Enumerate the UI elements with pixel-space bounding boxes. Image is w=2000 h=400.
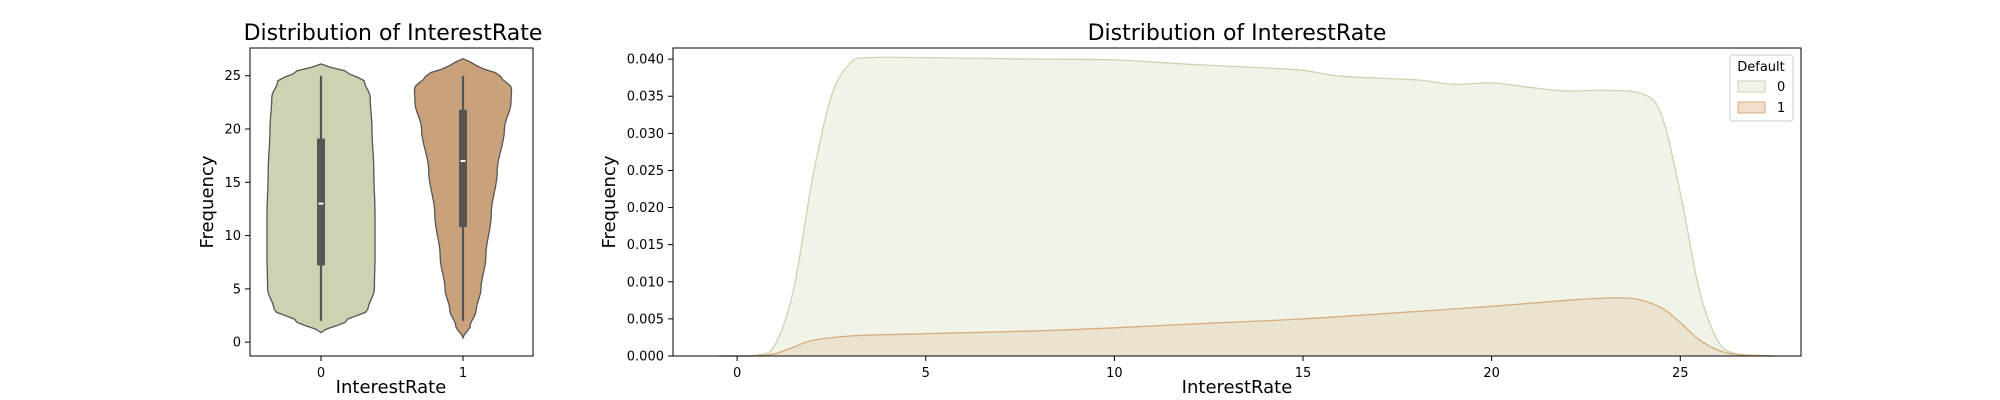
kde-title: Distribution of InterestRate [1088, 21, 1387, 46]
violin-axes-frame [249, 47, 534, 357]
kde-axes-frame [672, 47, 1802, 357]
kde-x-tick-label: 10 [1106, 366, 1123, 381]
violin-panel: Distribution of InterestRate 0510152025 … [197, 21, 542, 398]
violin-plot-area [266, 57, 513, 340]
kde-x-label: InterestRate [1182, 377, 1293, 398]
kde-y-tick-label: 0.040 [627, 53, 664, 68]
legend-label-0: 0 [1777, 80, 1785, 95]
kde-x-ticks: 0 5 10 15 20 25 [733, 356, 1689, 381]
kde-y-tick-label: 0.010 [627, 275, 664, 290]
violin-x-label: InterestRate [336, 377, 447, 398]
kde-legend: Default 0 1 [1729, 54, 1794, 122]
kde-x-tick-label: 15 [1295, 366, 1312, 381]
kde-y-tick-label: 0.020 [627, 201, 664, 216]
kde-line-series-1 [718, 297, 1775, 357]
kde-plot-area [718, 56, 1775, 357]
violin-y-ticks: 0 5 10 15 20 25 [224, 69, 250, 351]
legend-title: Default [1737, 60, 1785, 75]
kde-y-label: Frequency [599, 155, 620, 248]
kde-panel: Distribution of InterestRate 0.0000.0050… [599, 21, 1802, 398]
kde-x-tick-label: 25 [1672, 366, 1689, 381]
kde-y-tick-label: 0.030 [627, 127, 664, 142]
violin-y-tick-label: 0 [233, 336, 241, 351]
kde-line-series-0 [718, 56, 1775, 357]
violin-x-tick-label: 0 [317, 366, 325, 381]
legend-label-1: 1 [1777, 101, 1785, 116]
violin-title: Distribution of InterestRate [244, 21, 543, 46]
kde-area-series-1 [718, 297, 1775, 356]
violin-y-tick-label: 10 [224, 229, 241, 244]
kde-y-tick-label: 0.000 [627, 350, 664, 365]
kde-y-tick-label: 0.025 [627, 164, 664, 179]
violin-y-label: Frequency [197, 155, 218, 248]
violin-y-tick-label: 25 [224, 69, 241, 84]
kde-area-series-0 [718, 57, 1775, 357]
kde-y-tick-label: 0.005 [627, 312, 664, 327]
violin-y-tick-label: 5 [233, 282, 241, 297]
violin-iqr-box-1 [459, 109, 467, 228]
kde-y-ticks: 0.000 0.005 0.010 0.015 0.020 0.025 0.030 0.035… [627, 53, 673, 365]
kde-x-tick-label: 20 [1483, 366, 1500, 381]
kde-y-tick-label: 0.015 [627, 238, 664, 253]
legend-swatch-1 [1737, 101, 1766, 114]
violin-y-tick-label: 15 [224, 176, 241, 191]
kde-y-tick-label: 0.035 [627, 90, 664, 105]
kde-x-tick-label: 5 [922, 366, 930, 381]
kde-x-tick-label: 0 [733, 366, 741, 381]
violin-iqr-box-0 [317, 138, 325, 266]
violin-y-tick-label: 20 [224, 122, 241, 137]
violin-x-tick-label: 1 [459, 366, 467, 381]
legend-swatch-0 [1737, 80, 1766, 93]
